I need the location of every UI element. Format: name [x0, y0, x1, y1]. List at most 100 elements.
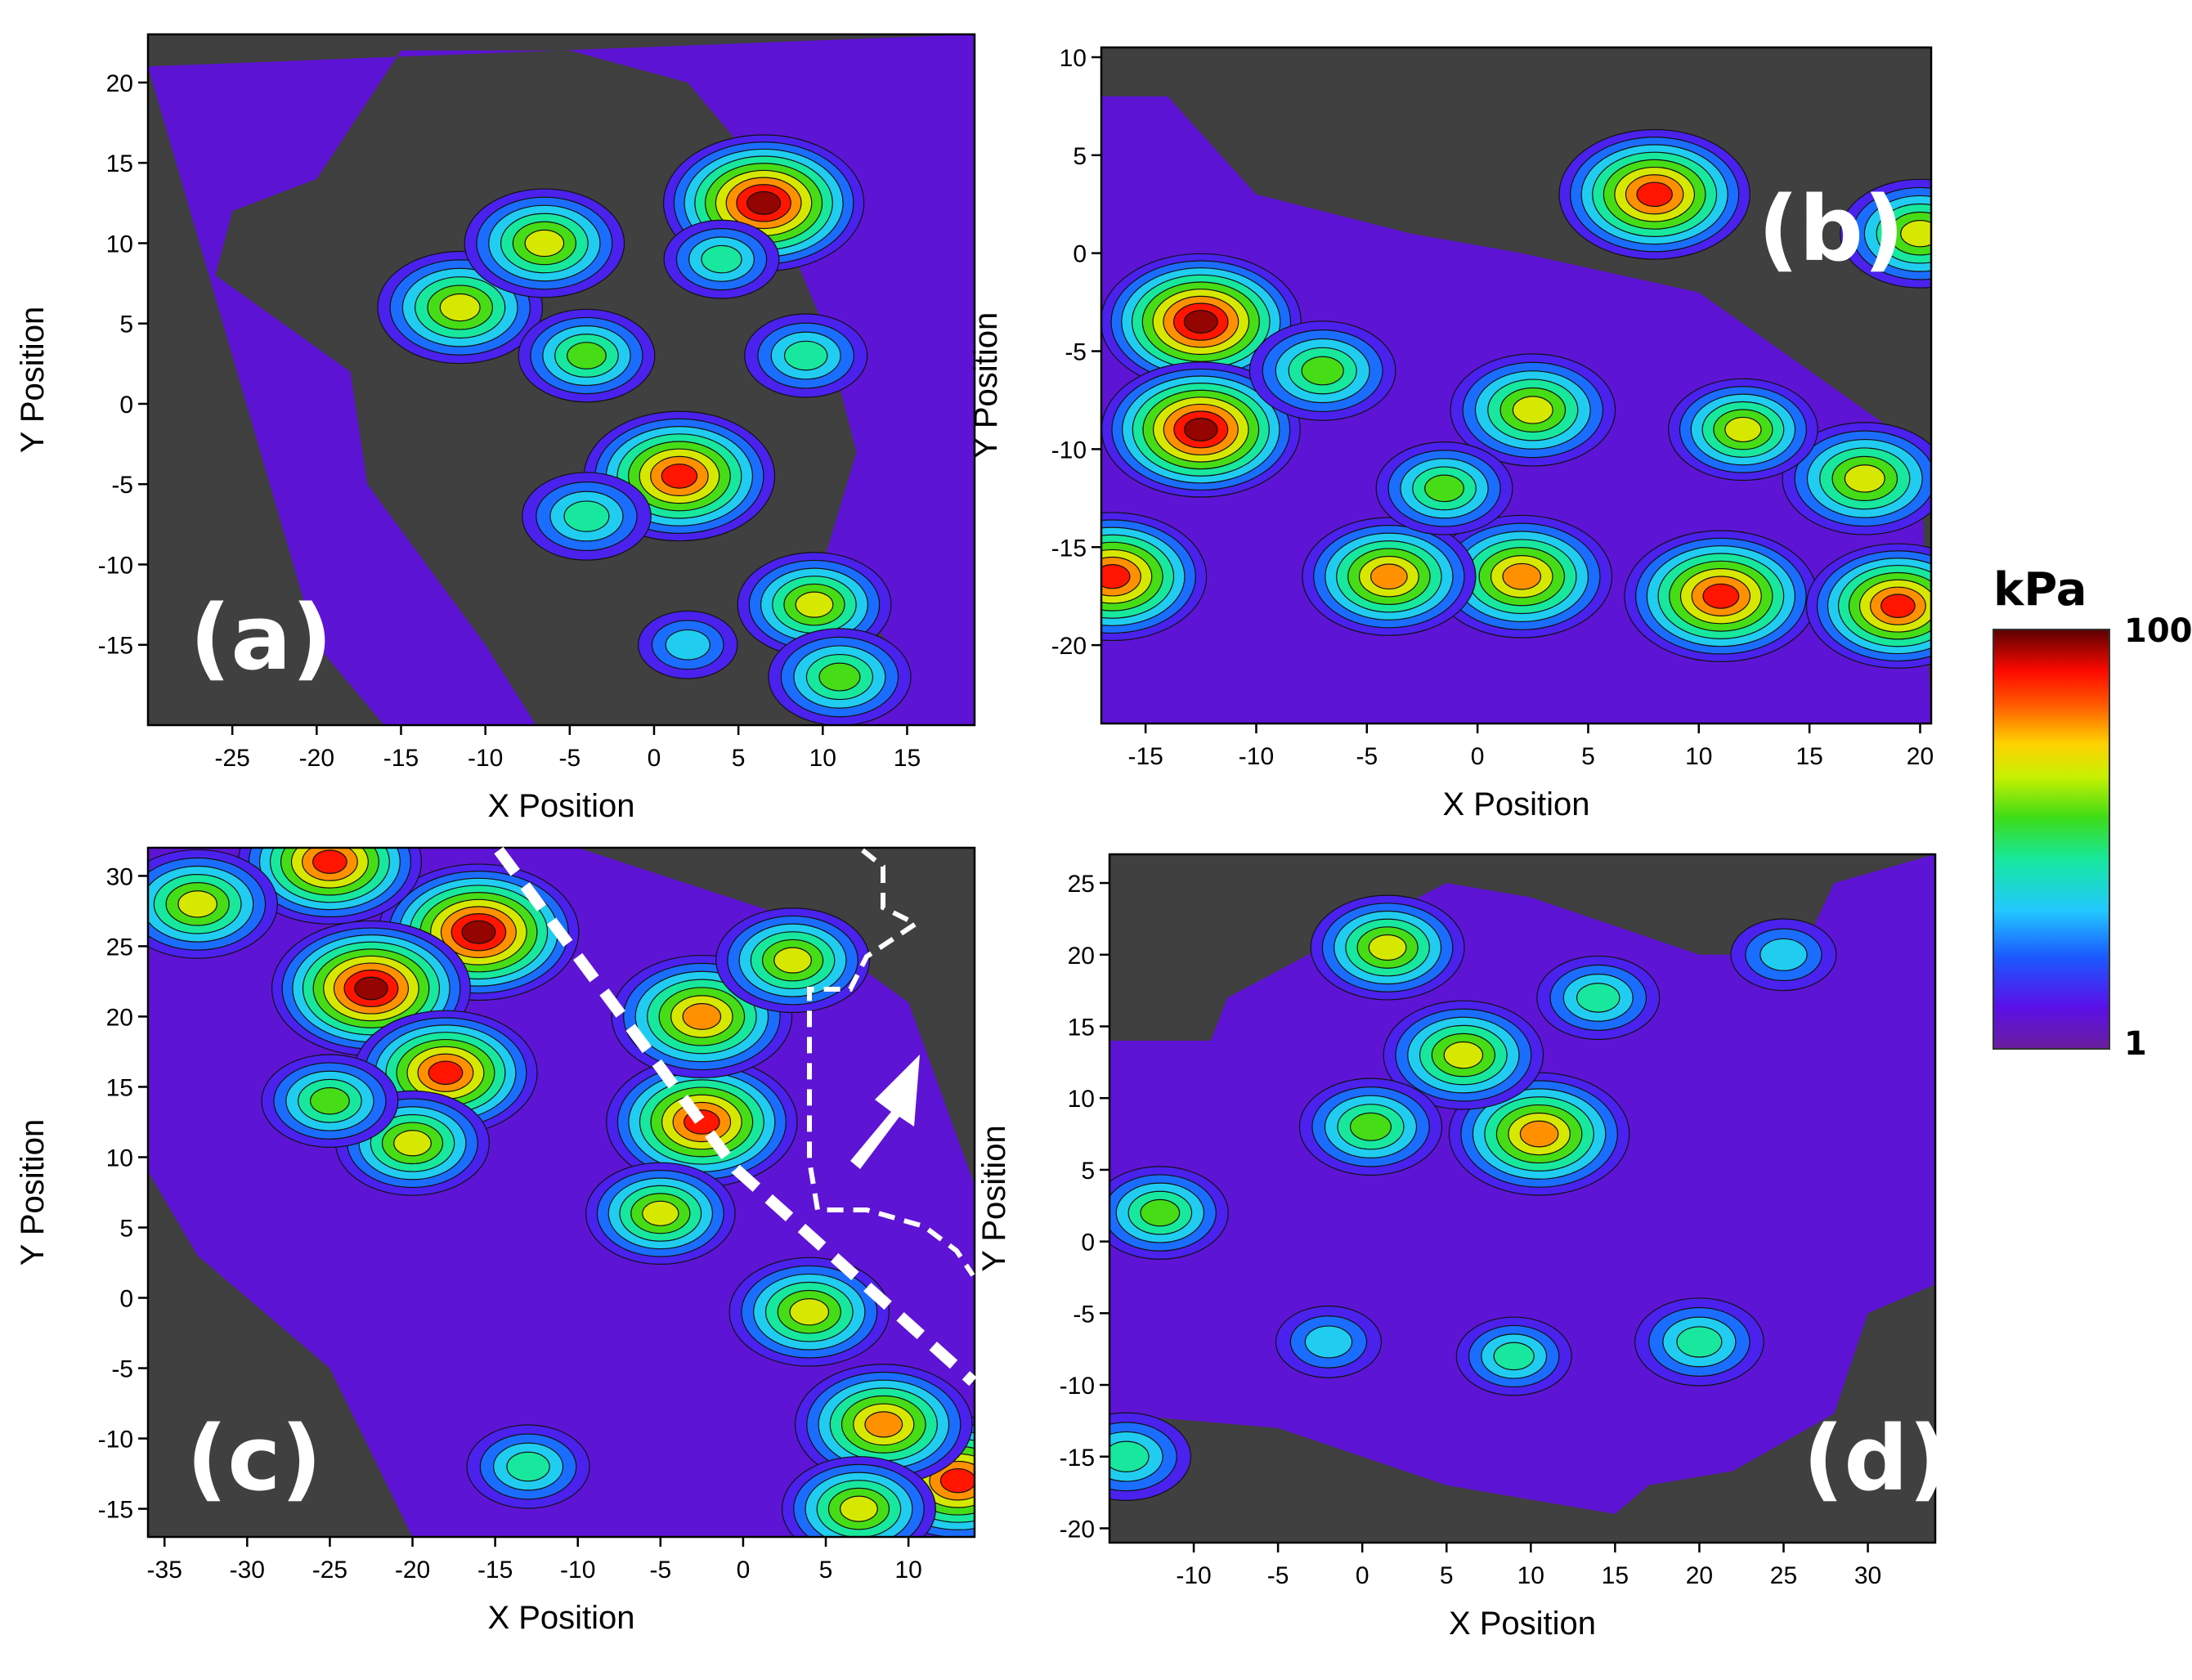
contour-level — [665, 629, 710, 661]
y-tick-label: 30 — [106, 863, 133, 890]
panel-label: (c) — [186, 1406, 322, 1511]
contour-peak — [1624, 530, 1818, 662]
contour-peak — [794, 1364, 973, 1485]
x-axis-title: X Position — [1449, 1606, 1596, 1642]
contour-peak — [1558, 128, 1750, 260]
dashed-outline — [807, 848, 975, 1277]
x-tick-label: -20 — [395, 1557, 430, 1584]
y-axis: -15 -10 -5 0 5 10 15 20 25 30 — [98, 863, 148, 1524]
x-tick-label: 0 — [1471, 743, 1485, 770]
data-region — [148, 34, 975, 725]
contour-peak — [1375, 441, 1513, 535]
contour-peak — [261, 1054, 399, 1148]
contour-level — [1724, 416, 1762, 443]
contour-level — [1301, 356, 1344, 386]
contour-level — [1519, 1120, 1559, 1148]
y-axis: -20 -15 -10 -5 0 5 10 — [1051, 45, 1101, 660]
contour-level — [563, 500, 610, 532]
contour-peak — [781, 1456, 936, 1537]
contour-peak — [1668, 378, 1818, 482]
contour-level — [1844, 464, 1885, 493]
contour-level — [773, 947, 812, 974]
y-tick-label: -15 — [98, 1497, 133, 1524]
x-axis: -15 -10 -5 0 5 10 15 20 — [1127, 724, 1934, 770]
plot-area — [148, 848, 975, 1537]
y-tick-label: -5 — [111, 472, 133, 499]
contour-level — [1900, 220, 1931, 248]
contour-level — [789, 1298, 830, 1326]
x-tick-label: 0 — [648, 745, 661, 772]
contour-peak — [1101, 512, 1208, 642]
contour-level — [642, 1200, 679, 1226]
contour-peak — [744, 313, 868, 398]
contour-level — [310, 1086, 350, 1115]
contour-peak — [637, 610, 738, 679]
x-axis: -35 -30 -25 -20 -15 -10 -5 0 5 10 — [147, 1537, 922, 1584]
x-tick-label: -5 — [1356, 743, 1378, 770]
x-tick-label: 15 — [894, 745, 921, 772]
dashed-boundary-line — [494, 846, 977, 1387]
x-tick-label: -35 — [147, 1557, 182, 1584]
y-tick-label: 5 — [119, 1216, 133, 1243]
contour-level — [1183, 310, 1218, 334]
x-tick-label: 5 — [819, 1557, 833, 1584]
contour-level — [783, 340, 828, 371]
contour-peak — [1840, 178, 1931, 289]
contour-peaks — [1109, 894, 1837, 1501]
contour-peak — [1298, 1077, 1443, 1176]
contour-level — [1424, 474, 1464, 503]
contour-peak — [522, 472, 652, 561]
contour-level — [1636, 181, 1673, 208]
x-tick-label: 0 — [737, 1557, 751, 1584]
x-tick-label: 10 — [1685, 743, 1712, 770]
contour-peak — [1383, 1000, 1544, 1110]
x-tick-label: -5 — [1267, 1562, 1289, 1589]
x-tick-label: -5 — [649, 1557, 671, 1584]
contour-peak — [464, 188, 625, 298]
y-tick-label: -5 — [111, 1356, 133, 1383]
contour-level — [818, 662, 861, 692]
panel-label: (d) — [1803, 1406, 1949, 1511]
contour-level — [1576, 983, 1620, 1013]
panel-d: -10 -5 0 5 10 15 20 25 30 -20 -15 -10 -5 0 5 10 15 20 25 X … — [976, 853, 1949, 1642]
contour-level — [1369, 563, 1408, 590]
x-tick-label: 25 — [1770, 1562, 1797, 1589]
contour-level — [1512, 396, 1553, 424]
x-axis: -10 -5 0 5 10 15 20 25 30 — [1176, 1543, 1881, 1589]
contour-peak — [1782, 422, 1931, 535]
contour-peak — [1634, 1297, 1764, 1387]
contour-peak — [148, 849, 278, 959]
contour-level — [1880, 594, 1916, 618]
contour-peak — [728, 1257, 890, 1367]
contour-peak — [1101, 361, 1301, 498]
panel-a: -25 -20 -15 -10 -5 0 5 10 15 -15 -10 -5 0 5 10 15 20 X Po… — [15, 33, 976, 824]
contour-peak — [1109, 1412, 1191, 1501]
y-tick-label: 20 — [106, 70, 133, 97]
y-tick-label: 20 — [106, 1004, 133, 1031]
arrow-icon — [850, 1055, 920, 1169]
colorbar-min-label: 1 — [2124, 1025, 2147, 1063]
contour-peaks — [377, 134, 912, 725]
contour-peak — [585, 1162, 736, 1266]
y-tick-label: 0 — [119, 1286, 133, 1313]
x-tick-label: -10 — [468, 745, 503, 772]
contour-level — [177, 890, 217, 918]
contour-level — [1443, 1041, 1484, 1069]
x-tick-label: 5 — [1440, 1562, 1454, 1589]
contour-peak — [1431, 514, 1613, 638]
x-tick-label: -15 — [383, 745, 419, 772]
plot-area — [148, 34, 975, 725]
contour-level — [1140, 1198, 1181, 1227]
contour-peak — [583, 410, 776, 542]
x-tick-label: 15 — [1602, 1562, 1629, 1589]
contour-peak — [1536, 955, 1661, 1041]
y-tick-label: -10 — [1060, 1373, 1095, 1400]
y-tick-label: -5 — [1073, 1301, 1095, 1328]
y-tick-label: 15 — [1068, 1015, 1095, 1042]
plot-area — [1101, 47, 1931, 724]
contour-peak — [1109, 1166, 1229, 1260]
contour-level — [1502, 562, 1542, 590]
x-tick-label: -15 — [477, 1557, 513, 1584]
contour-peak — [237, 848, 422, 925]
x-tick-label: 30 — [1854, 1562, 1881, 1589]
